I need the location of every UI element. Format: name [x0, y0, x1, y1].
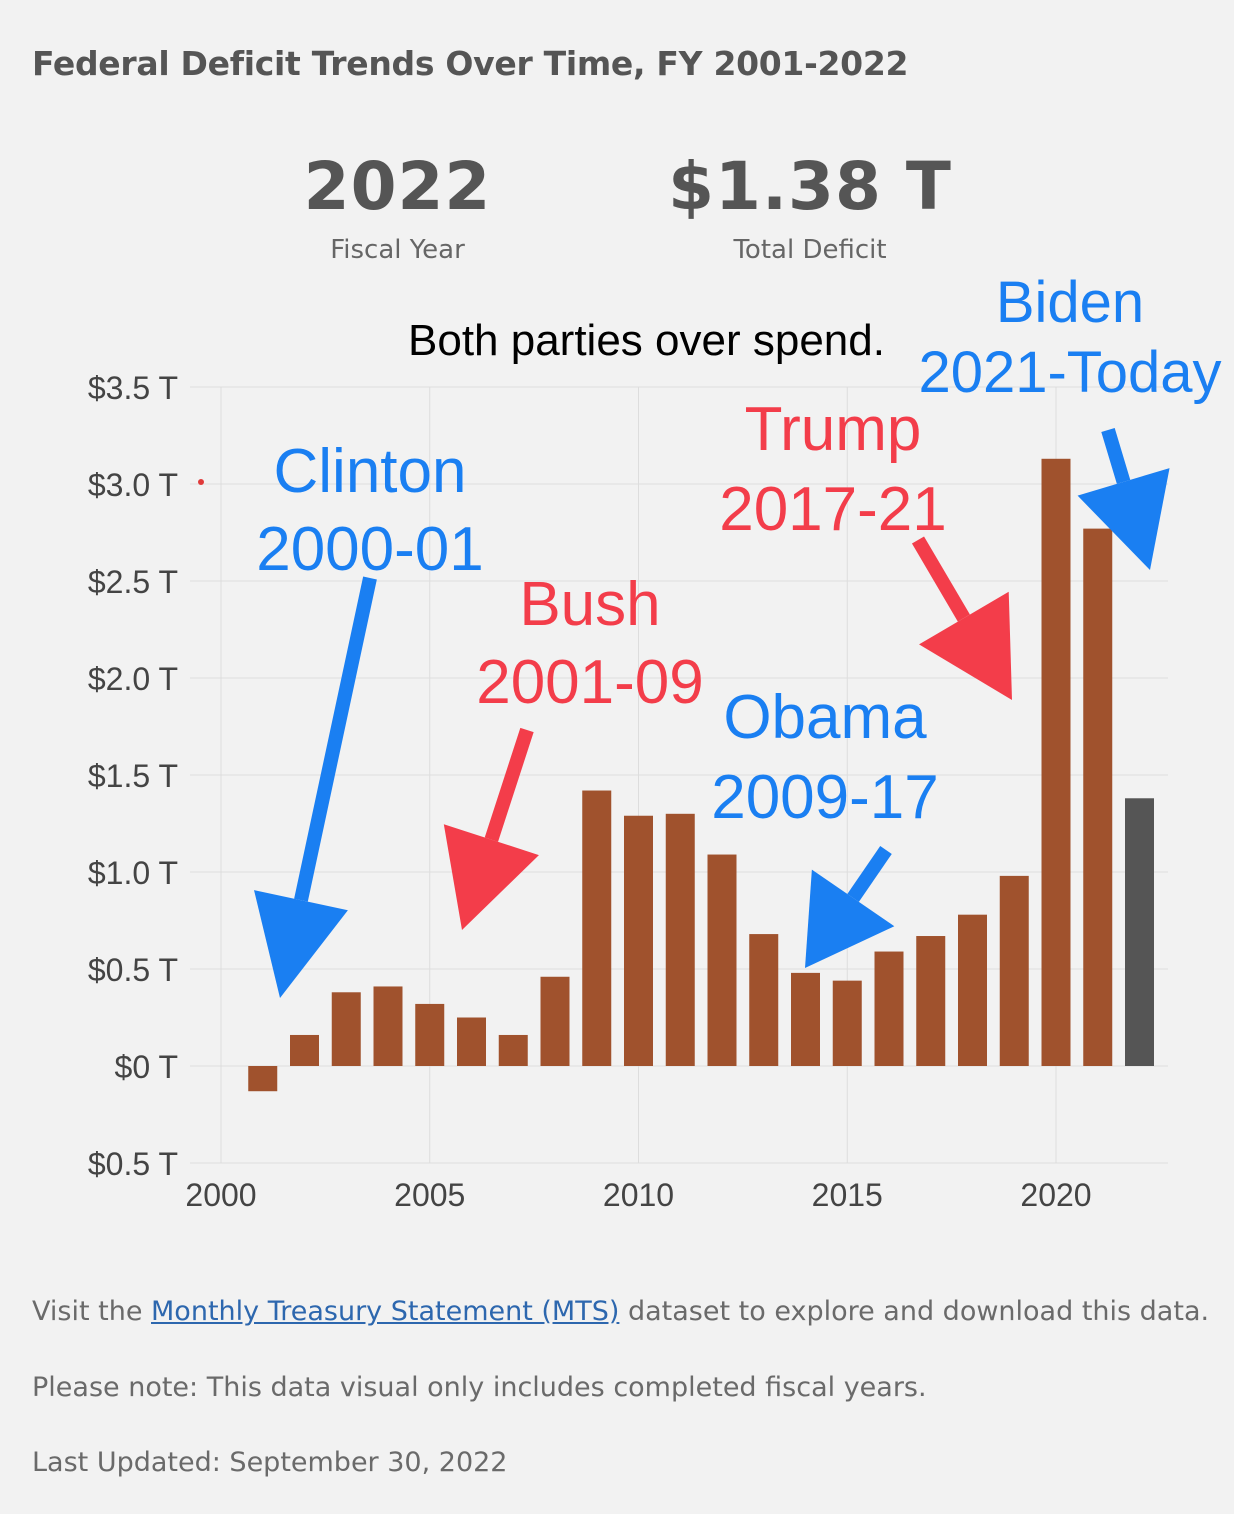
footer-updated: Last Updated: September 30, 2022	[32, 1447, 508, 1478]
bar-2014	[791, 972, 820, 1066]
trump-annotation-line: 2017-21	[719, 475, 947, 544]
mts-link[interactable]: Monthly Treasury Statement (MTS)	[151, 1296, 620, 1327]
x-tick-label: 2005	[394, 1177, 465, 1213]
kpi-fiscal-year: 2022 Fiscal Year	[290, 148, 505, 265]
bar-2005	[415, 1003, 445, 1066]
y-tick-label: $3.5 T	[88, 370, 178, 406]
footer-visit-suffix: dataset to explore and download this dat…	[619, 1296, 1210, 1327]
annotations: Clinton 2000-01 Bush 2001-09 Obama 2009-17 Tru…	[256, 270, 1221, 832]
biden-annotation-line: 2021-Today	[918, 340, 1221, 405]
bush-annotation-line: Bush	[519, 570, 660, 639]
clinton-arrow-icon-shaft	[294, 576, 377, 902]
bar-2013	[749, 934, 779, 1066]
y-axis: $3.5 T $3.0 T $2.5 T $2.0 T $1.5 T $1.0 T $0.5…	[88, 370, 178, 1182]
bar-2017	[916, 936, 946, 1066]
y-tick-label: $1.0 T	[88, 855, 178, 891]
page-title: Federal Deficit Trends Over Time, FY 200…	[32, 44, 909, 83]
obama-annotation-line: 2009-17	[711, 763, 939, 832]
y-tick-label: $0.5 T	[88, 952, 178, 988]
kpi-deficit-value: $1.38 T	[668, 148, 952, 225]
deficit-bar-chart: $3.5 T $3.0 T $2.5 T $2.0 T $1.5 T $1.0 T $0.5…	[88, 270, 1222, 1213]
clinton-arrow-icon	[254, 890, 348, 998]
bars	[248, 458, 1154, 1092]
bar-2004	[373, 986, 403, 1066]
obama-annotation-line: Obama	[723, 683, 927, 752]
footer-visit: Visit the Monthly Treasury Statement (MT…	[32, 1296, 1209, 1327]
trump-arrow-icon	[919, 591, 1012, 700]
y-tick-label: $0.5 T	[88, 1146, 178, 1182]
bar-2007	[498, 1034, 528, 1066]
obama-arrow-icon-shaft	[847, 846, 892, 902]
y-tick-label: $2.5 T	[88, 564, 178, 600]
chart-title: Both parties over spend.	[408, 316, 885, 365]
x-tick-label: 2020	[1020, 1177, 1091, 1213]
arrows	[254, 427, 1170, 998]
trump-annotation-line: Trump	[745, 395, 922, 464]
bar-2001	[248, 1066, 278, 1092]
kpi-deficit-label: Total Deficit	[733, 235, 887, 265]
kpi-year-value: 2022	[303, 148, 492, 225]
bar-2003	[331, 992, 361, 1066]
x-tick-label: 2000	[185, 1177, 256, 1213]
x-tick-label: 2010	[603, 1177, 674, 1213]
y-tick-label: $2.0 T	[88, 661, 178, 697]
bush-annotation-line: 2001-09	[476, 648, 704, 717]
bar-2002	[290, 1034, 319, 1066]
biden-arrow-icon	[1077, 468, 1170, 570]
bar-2008	[540, 976, 570, 1066]
bar-2010	[624, 815, 653, 1066]
biden-arrow-icon-shaft	[1101, 427, 1131, 484]
obama-arrow-icon	[805, 869, 895, 968]
bar-2021	[1083, 528, 1113, 1066]
bar-2019	[999, 875, 1029, 1066]
bar-2012	[707, 854, 737, 1066]
footer-visit-prefix: Visit the	[32, 1296, 152, 1327]
clinton-annotation-line: Clinton	[274, 437, 467, 506]
y-tick-label: $3.0 T	[88, 467, 178, 503]
trump-arrow-icon-shaft	[911, 536, 970, 622]
bar-2020	[1041, 458, 1071, 1066]
footer-note: Please note: This data visual only inclu…	[32, 1372, 927, 1403]
kpi-total-deficit: $1.38 T Total Deficit	[650, 148, 970, 265]
x-tick-label: 2015	[812, 1177, 883, 1213]
x-axis: 2000 2005 2010 2015 2020	[185, 1177, 1091, 1213]
biden-annotation-line: Biden	[996, 270, 1144, 335]
bush-arrow-icon	[443, 824, 539, 930]
y-tick-label: $1.5 T	[88, 758, 178, 794]
bar-2022	[1125, 798, 1154, 1066]
y-tick-label: $0 T	[115, 1049, 178, 1085]
bar-2015	[832, 980, 862, 1066]
bar-2016	[874, 951, 904, 1066]
bush-arrow-icon-shaft	[484, 727, 534, 842]
bar-2018	[958, 914, 987, 1066]
bar-2011	[665, 813, 695, 1066]
red-dot	[198, 479, 204, 485]
kpi-year-label: Fiscal Year	[330, 235, 465, 265]
clinton-annotation-line: 2000-01	[256, 515, 484, 584]
bar-2006	[457, 1017, 486, 1066]
bar-2009	[582, 790, 612, 1066]
